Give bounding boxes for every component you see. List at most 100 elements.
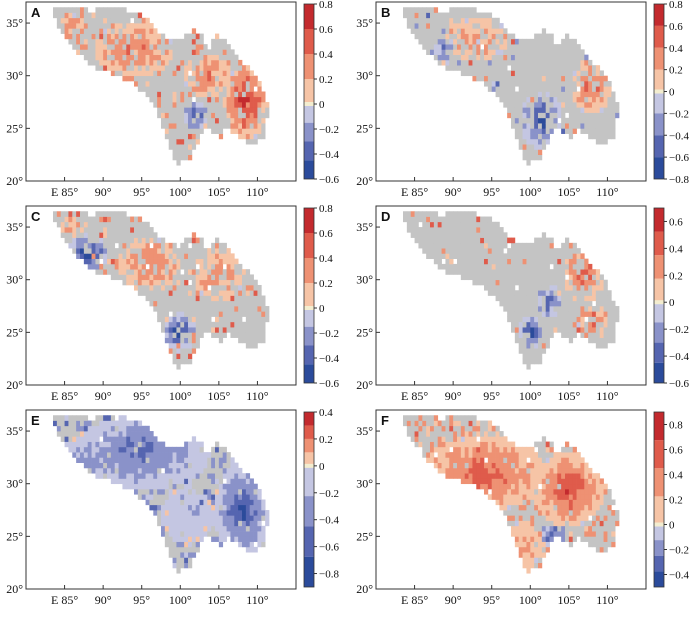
- grid-cell: [523, 65, 527, 71]
- grid-cell: [515, 107, 519, 113]
- grid-cell: [107, 23, 111, 29]
- grid-cell: [546, 264, 550, 270]
- grid-cell: [211, 253, 215, 259]
- grid-cell: [499, 232, 503, 238]
- grid-cell: [200, 269, 204, 275]
- grid-cell: [176, 65, 180, 71]
- grid-cell: [519, 285, 523, 291]
- y-tick-label: 20°: [6, 174, 23, 188]
- grid-cell: [122, 232, 126, 238]
- grid-cell: [192, 60, 196, 66]
- grid-cell: [534, 139, 538, 145]
- grid-cell: [465, 23, 469, 29]
- grid-cell: [196, 238, 200, 244]
- grid-cell: [227, 311, 231, 317]
- grid-cell: [169, 332, 173, 338]
- grid-cell: [580, 317, 584, 323]
- grid-cell: [511, 39, 515, 45]
- grid-cell: [550, 521, 554, 527]
- grid-cell: [153, 232, 157, 238]
- grid-cell: [430, 227, 434, 233]
- grid-cell: [496, 442, 500, 448]
- grid-cell: [488, 274, 492, 280]
- grid-cell: [557, 510, 561, 516]
- grid-cell: [107, 426, 111, 432]
- grid-cell: [84, 447, 88, 453]
- grid-cell: [246, 107, 250, 113]
- grid-cell: [550, 500, 554, 506]
- grid-cell: [203, 81, 207, 87]
- grid-cell: [95, 259, 99, 265]
- grid-cell: [111, 70, 115, 76]
- grid-cell: [511, 505, 515, 511]
- grid-cell: [107, 415, 111, 421]
- grid-cell: [592, 473, 596, 479]
- grid-cell: [238, 107, 242, 113]
- grid-cell: [542, 290, 546, 296]
- grid-cell: [200, 76, 204, 82]
- grid-cell: [184, 285, 188, 291]
- grid-cell: [246, 296, 250, 302]
- grid-cell: [507, 264, 511, 270]
- grid-cell: [103, 463, 107, 469]
- grid-cell: [604, 343, 608, 349]
- grid-cell: [169, 144, 173, 150]
- grid-cell: [469, 39, 473, 45]
- grid-cell: [565, 128, 569, 134]
- grid-cell: [607, 86, 611, 92]
- grid-cell: [553, 327, 557, 333]
- grid-cell: [480, 55, 484, 61]
- x-tick-label: 110°: [596, 185, 619, 199]
- grid-cell: [157, 447, 161, 453]
- grid-cell: [588, 327, 592, 333]
- grid-cell: [557, 473, 561, 479]
- grid-cell: [219, 118, 223, 124]
- grid-cell: [480, 253, 484, 259]
- grid-cell: [569, 301, 573, 307]
- grid-cell: [561, 296, 565, 302]
- grid-cell: [257, 542, 261, 548]
- grid-cell: [449, 452, 453, 458]
- grid-cell: [165, 521, 169, 527]
- grid-cell: [488, 442, 492, 448]
- grid-cell: [242, 478, 246, 484]
- grid-cell: [88, 431, 92, 437]
- grid-cell: [550, 86, 554, 92]
- x-tick-label: 95°: [133, 593, 150, 607]
- grid-cell: [573, 86, 577, 92]
- grid-cell: [192, 348, 196, 354]
- grid-cell: [126, 426, 130, 432]
- grid-cell: [238, 92, 242, 98]
- grid-cell: [546, 243, 550, 249]
- grid-cell: [550, 113, 554, 119]
- grid-cell: [592, 322, 596, 328]
- grid-cell: [503, 494, 507, 500]
- grid-cell: [469, 13, 473, 19]
- grid-cell: [492, 28, 496, 34]
- grid-cell: [149, 97, 153, 103]
- grid-cell: [499, 269, 503, 275]
- grid-cell: [418, 436, 422, 442]
- grid-cell: [211, 243, 215, 249]
- grid-cell: [523, 505, 527, 511]
- x-tick-label: 90°: [445, 593, 462, 607]
- grid-cell: [157, 65, 161, 71]
- grid-cell: [211, 107, 215, 113]
- grid-cell: [538, 505, 542, 511]
- grid-cell: [119, 457, 123, 463]
- grid-cell: [88, 28, 92, 34]
- grid-cell: [103, 415, 107, 421]
- grid-cell: [169, 489, 173, 495]
- grid-cell: [184, 290, 188, 296]
- x-tick-label: 90°: [445, 185, 462, 199]
- grid-cell: [461, 243, 465, 249]
- grid-cell: [542, 457, 546, 463]
- colorbar-band: [654, 302, 664, 322]
- grid-cell: [246, 123, 250, 129]
- grid-cell: [200, 301, 204, 307]
- grid-cell: [480, 280, 484, 286]
- grid-cell: [499, 23, 503, 29]
- grid-cell: [65, 442, 69, 448]
- grid-cell: [511, 500, 515, 506]
- grid-cell: [538, 531, 542, 537]
